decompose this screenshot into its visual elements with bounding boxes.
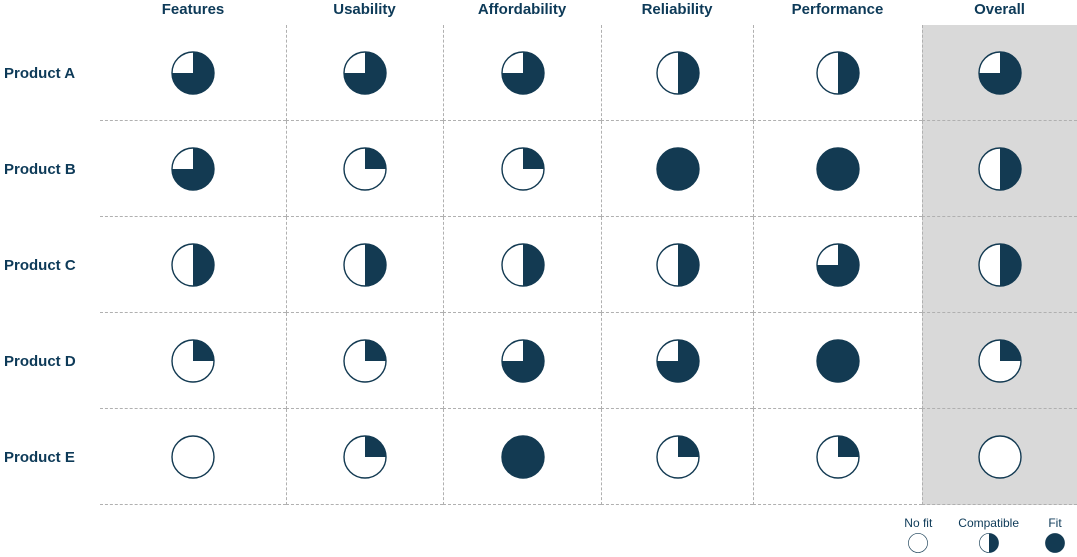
column-header-affordability: Affordability (477, 1, 567, 18)
harvey-ball-25-icon (343, 434, 387, 479)
column-header-features: Features (161, 1, 225, 18)
harvey-ball-0-icon (978, 434, 1022, 479)
matrix-cell (601, 313, 753, 409)
matrix-cell (922, 121, 1077, 217)
harvey-ball-100-icon (816, 146, 860, 191)
matrix-cell (601, 409, 753, 505)
harvey-ball-75-icon (978, 50, 1022, 95)
harvey-ball-50-icon (500, 242, 545, 287)
harvey-ball-75-icon (343, 50, 387, 95)
harvey-ball-25-icon (343, 338, 387, 383)
legend-label: Compatible (958, 516, 1019, 530)
matrix-cell (443, 121, 601, 217)
legend-item: No fit (904, 516, 932, 553)
matrix-cell (601, 217, 753, 313)
column-header-overall: Overall (974, 1, 1025, 18)
matrix-cell (443, 25, 601, 121)
legend-item: Compatible (958, 516, 1019, 553)
legend: No fit Compatible Fit (904, 516, 1065, 553)
harvey-matrix: Features Usability Affordability Reliabilit… (0, 0, 1077, 505)
row-label: Product A (4, 64, 76, 82)
harvey-ball-75-icon (655, 338, 700, 383)
harvey-ball-25-icon (655, 434, 700, 479)
harvey-ball-50-icon (655, 50, 700, 95)
matrix-cell (443, 217, 601, 313)
legend-label: Fit (1048, 516, 1062, 530)
matrix-cell (922, 313, 1077, 409)
harvey-ball-50-icon (978, 533, 999, 553)
matrix-cell (753, 313, 922, 409)
matrix-cell (922, 217, 1077, 313)
matrix-cell (286, 409, 443, 505)
harvey-ball-25-icon (171, 338, 215, 383)
matrix-cell (286, 217, 443, 313)
matrix-cell (601, 25, 753, 121)
harvey-ball-50-icon (655, 242, 700, 287)
matrix-cell (100, 217, 286, 313)
legend-item: Fit (1045, 516, 1065, 553)
matrix-cell (286, 25, 443, 121)
harvey-ball-0-icon (171, 434, 215, 479)
matrix-cell (443, 313, 601, 409)
matrix-cell (100, 25, 286, 121)
row-label: Product C (4, 256, 76, 274)
harvey-ball-50-icon (171, 242, 215, 287)
matrix-cell (753, 25, 922, 121)
harvey-ball-50-icon (978, 242, 1022, 287)
harvey-ball-100-icon (500, 434, 545, 479)
column-header-reliability: Reliability (641, 1, 713, 18)
matrix-cell (922, 409, 1077, 505)
harvey-ball-50-icon (978, 146, 1022, 191)
harvey-ball-25-icon (343, 146, 387, 191)
harvey-ball-25-icon (816, 434, 860, 479)
matrix-cell (100, 313, 286, 409)
harvey-ball-100-icon (816, 338, 860, 383)
harvey-ball-75-icon (816, 242, 860, 287)
harvey-ball-75-icon (500, 338, 545, 383)
harvey-ball-50-icon (816, 50, 860, 95)
matrix-cell (286, 313, 443, 409)
row-label: Product B (4, 160, 76, 178)
legend-label: No fit (904, 516, 933, 530)
harvey-ball-75-icon (171, 146, 215, 191)
matrix-cell (601, 121, 753, 217)
corner-spacer (0, 0, 100, 25)
matrix-cell (753, 121, 922, 217)
matrix-cell (922, 25, 1077, 121)
row-label: Product D (4, 352, 76, 370)
column-header-usability: Usability (333, 1, 396, 18)
harvey-ball-75-icon (171, 50, 215, 95)
harvey-ball-25-icon (978, 338, 1022, 383)
harvey-ball-75-icon (500, 50, 545, 95)
harvey-ball-25-icon (500, 146, 545, 191)
matrix-cell (100, 121, 286, 217)
harvey-ball-50-icon (343, 242, 387, 287)
column-header-performance: Performance (791, 1, 884, 18)
matrix-cell (753, 409, 922, 505)
harvey-ball-0-icon (908, 533, 929, 553)
harvey-ball-100-icon (655, 146, 700, 191)
matrix-cell (753, 217, 922, 313)
matrix-cell (443, 409, 601, 505)
row-label: Product E (4, 448, 75, 466)
harvey-ball-100-icon (1045, 533, 1065, 553)
matrix-cell (286, 121, 443, 217)
matrix-cell (100, 409, 286, 505)
